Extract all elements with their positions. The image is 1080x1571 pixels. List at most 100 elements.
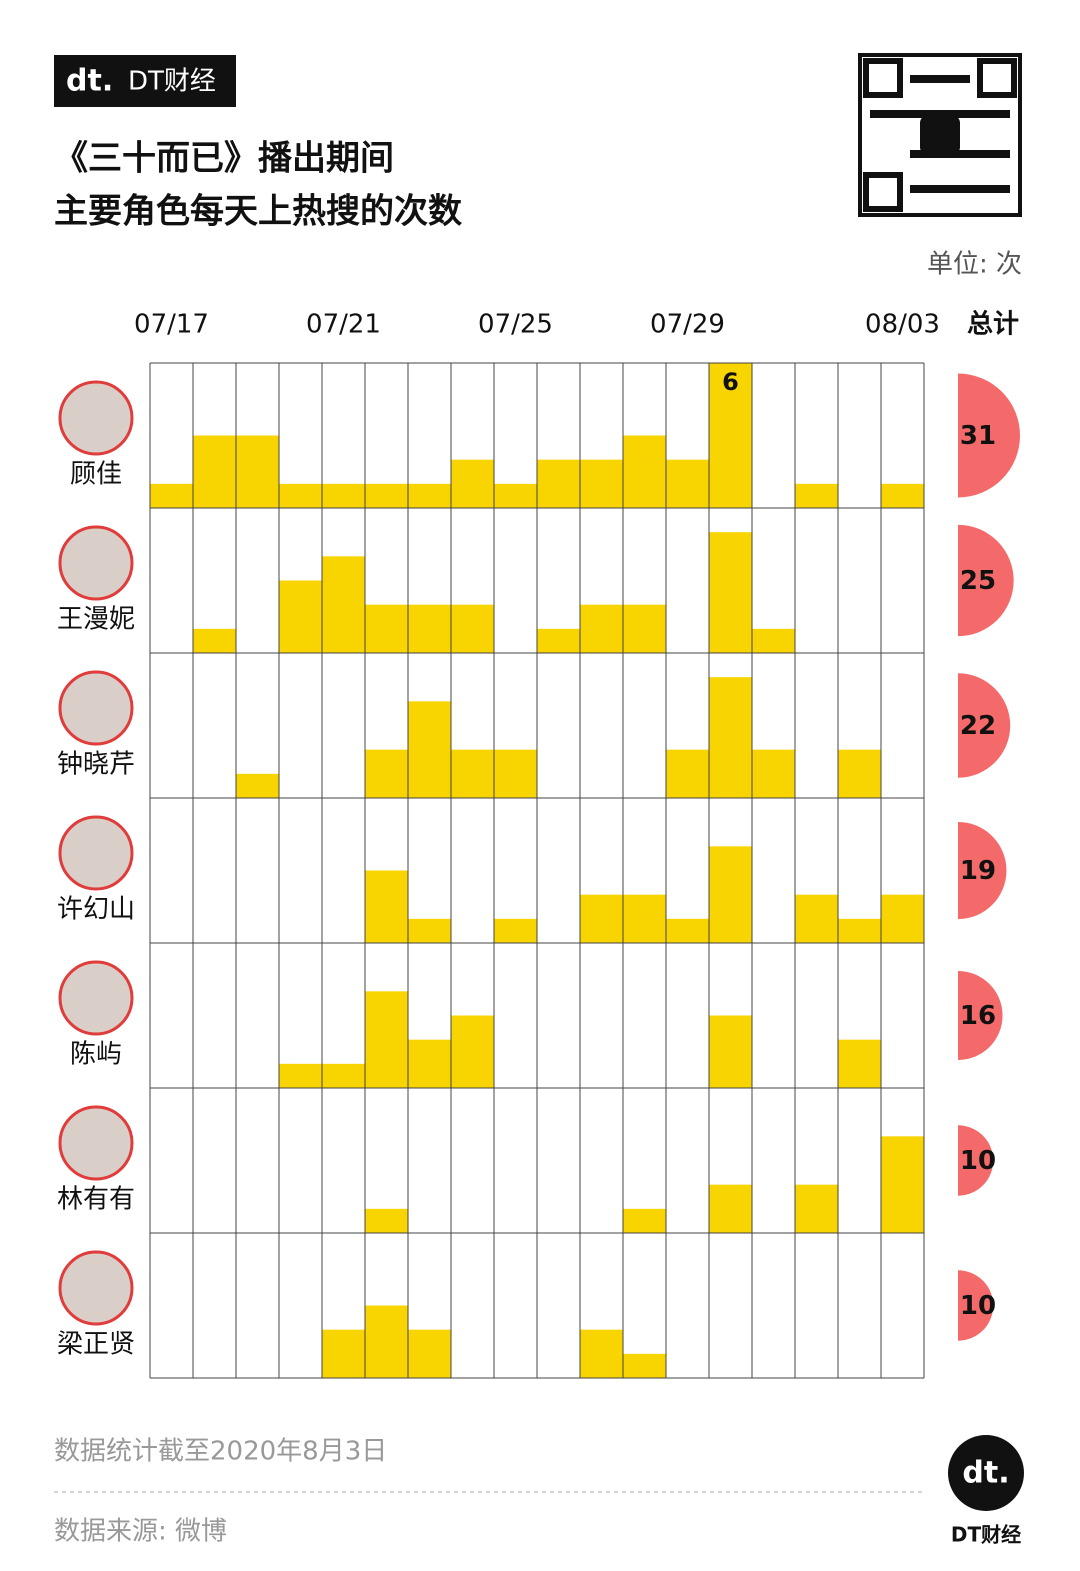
bar — [537, 628, 580, 653]
chart-subtitle: 主要角色每天上热搜的次数 — [54, 192, 462, 232]
logo-glyph: dt. — [66, 64, 113, 99]
total-label: 25 — [960, 566, 996, 596]
avatar — [58, 525, 134, 601]
x-tick-label: 07/25 — [478, 310, 553, 340]
bar — [408, 483, 451, 508]
series-name: 许幻山 — [57, 895, 135, 925]
total-mark — [958, 524, 1014, 637]
bar — [580, 604, 623, 653]
series-name: 梁正贤 — [57, 1330, 135, 1360]
bar — [408, 918, 451, 943]
series-name: 钟晓芹 — [57, 750, 135, 780]
total-mark — [958, 970, 1003, 1061]
bar — [365, 483, 408, 508]
total-label: 10 — [960, 1146, 996, 1176]
bar — [365, 870, 408, 943]
bar — [365, 1208, 408, 1233]
bar — [451, 459, 494, 508]
footer-logo — [948, 1435, 1024, 1511]
bar — [795, 894, 838, 943]
total-header: 总计 — [967, 310, 1019, 340]
series-name: 王漫妮 — [57, 605, 135, 635]
bar — [494, 918, 537, 943]
bar — [795, 483, 838, 508]
unit-label: 单位: 次 — [927, 250, 1022, 280]
bar — [365, 749, 408, 798]
qr-code — [858, 53, 1022, 217]
series-name: 林有有 — [57, 1185, 135, 1215]
total-label: 31 — [960, 421, 996, 451]
bar — [752, 749, 795, 798]
total-mark — [958, 1270, 994, 1341]
bar — [150, 483, 193, 508]
source: 数据来源: 微博 — [54, 1517, 227, 1547]
bar — [236, 435, 279, 508]
bar — [451, 1015, 494, 1088]
bar — [451, 749, 494, 798]
bar — [838, 918, 881, 943]
bar — [795, 1184, 838, 1233]
avatar — [58, 815, 134, 891]
bar — [451, 604, 494, 653]
bar — [838, 749, 881, 798]
bar — [623, 1208, 666, 1233]
x-tick-label: 07/17 — [134, 310, 209, 340]
series-name: 顾佳 — [70, 460, 122, 490]
bar — [709, 363, 752, 508]
value-label: 6 — [722, 368, 739, 396]
total-label: 10 — [960, 1291, 996, 1321]
bar — [279, 483, 322, 508]
total-mark — [958, 673, 1011, 778]
bar — [623, 1353, 666, 1378]
bar — [752, 628, 795, 653]
bar — [236, 773, 279, 798]
chart-title: 《三十而已》播出期间 — [54, 139, 394, 179]
avatar — [58, 380, 134, 456]
bar — [709, 1015, 752, 1088]
bar — [322, 1063, 365, 1088]
bar — [365, 991, 408, 1088]
bar — [580, 1329, 623, 1378]
bar — [666, 918, 709, 943]
bar — [881, 483, 924, 508]
total-label: 22 — [960, 711, 996, 741]
bar — [709, 846, 752, 943]
bar — [623, 435, 666, 508]
total-label: 19 — [960, 856, 996, 886]
total-mark — [958, 1125, 994, 1196]
bar — [279, 1063, 322, 1088]
total-label: 16 — [960, 1001, 996, 1031]
avatar — [58, 1105, 134, 1181]
bar — [193, 435, 236, 508]
bar — [494, 749, 537, 798]
bar — [193, 628, 236, 653]
bar — [580, 459, 623, 508]
bar — [408, 1039, 451, 1088]
bar — [666, 749, 709, 798]
bar — [494, 483, 537, 508]
bar — [537, 459, 580, 508]
bar — [709, 1184, 752, 1233]
bar — [580, 894, 623, 943]
bar — [322, 483, 365, 508]
bar — [881, 1136, 924, 1233]
avatar — [58, 670, 134, 746]
note: 数据统计截至2020年8月3日 — [54, 1437, 387, 1467]
bar — [623, 894, 666, 943]
bar — [279, 580, 322, 653]
brand-name: DT财经 — [128, 67, 216, 97]
bar — [365, 1305, 408, 1378]
footer-brand: DT财经 — [951, 1523, 1021, 1547]
bar — [666, 459, 709, 508]
x-tick-label: 07/29 — [650, 310, 725, 340]
x-tick-label: 07/21 — [306, 310, 381, 340]
bar — [709, 677, 752, 798]
bar — [838, 1039, 881, 1088]
bar — [408, 1329, 451, 1378]
bar — [408, 701, 451, 798]
bar — [623, 604, 666, 653]
bar — [322, 1329, 365, 1378]
bar — [709, 532, 752, 653]
brand-logo — [54, 55, 236, 107]
